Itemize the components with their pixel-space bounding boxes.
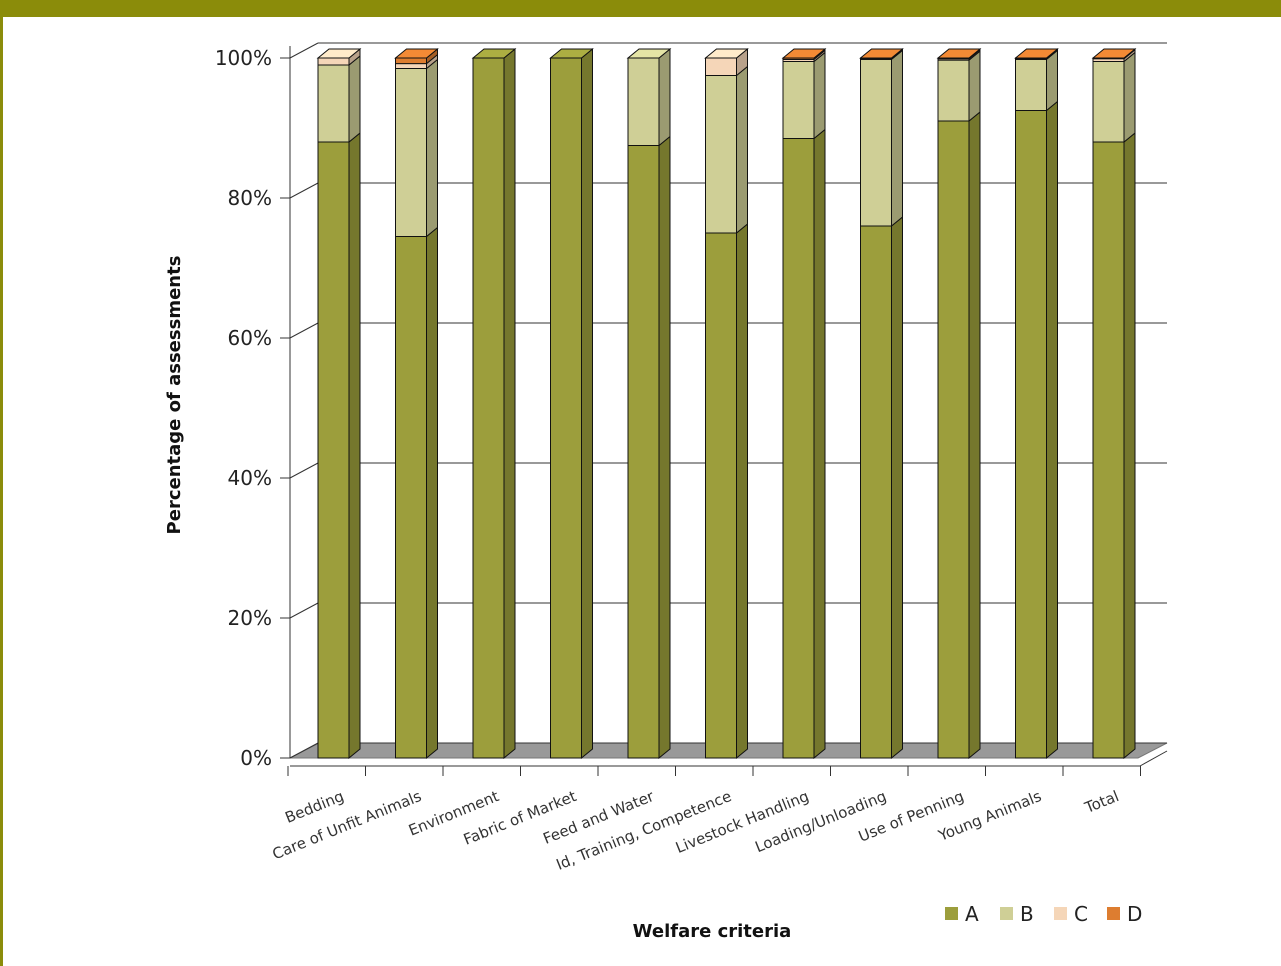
- bar-b-side: [1123, 51, 1136, 144]
- bar-a-side: [1123, 131, 1136, 760]
- legend-label-a: A: [965, 902, 979, 926]
- x-category-label: Total: [1081, 787, 1121, 817]
- y-tick-label: 20%: [228, 606, 272, 630]
- header-band: [0, 0, 1281, 17]
- bar-top-cap: [859, 48, 904, 59]
- x-category-label: Livestock Handling: [673, 787, 811, 857]
- legend-swatch-c: [1054, 907, 1067, 920]
- bar-b-front: [1015, 58, 1047, 111]
- bar-a-side: [348, 131, 361, 760]
- bar-group: [316, 47, 1137, 760]
- bar-b-front: [705, 75, 737, 234]
- bar-a-side: [581, 47, 593, 760]
- bar-a-front: [860, 225, 892, 759]
- bar-a-front: [1015, 110, 1047, 759]
- bar-top-cap: [936, 48, 982, 59]
- bar-b-side: [1046, 49, 1058, 112]
- bar-top-cap: [471, 48, 517, 59]
- bar-top-cap: [316, 48, 362, 59]
- bar-top-cap: [394, 48, 439, 59]
- bar-b-side: [658, 47, 671, 147]
- legend-swatch-d: [1107, 907, 1120, 920]
- y-tick-label: 100%: [215, 46, 272, 70]
- gridline-connector: [289, 322, 319, 339]
- y-tick-label: 0%: [240, 746, 272, 770]
- bar-b-front: [395, 68, 427, 237]
- bar-a-front: [395, 236, 427, 759]
- bar-c-front: [317, 57, 350, 66]
- bar-b-front: [937, 59, 970, 122]
- bar-b-side: [968, 50, 981, 123]
- bar-a-front: [550, 57, 582, 759]
- bar-b-side: [891, 49, 903, 228]
- bar-a-side: [658, 135, 671, 760]
- bar-a-side: [813, 128, 826, 760]
- x-axis-depth-line: [1139, 750, 1168, 767]
- left-border: [0, 0, 3, 966]
- bar-c-front: [705, 57, 737, 76]
- bar-a-side: [1046, 100, 1058, 760]
- y-axis-title: Percentage of assessments: [164, 256, 185, 535]
- bar-a-side: [891, 215, 903, 760]
- y-tick-label: 60%: [228, 326, 272, 350]
- bar-a-side: [968, 110, 981, 760]
- bar-a-side: [426, 226, 438, 760]
- bar-b-front: [317, 64, 350, 143]
- bar-a-front: [627, 145, 660, 759]
- y-tick-label: 80%: [228, 186, 272, 210]
- bar-a-side: [736, 222, 748, 760]
- legend-label-d: D: [1127, 902, 1142, 926]
- gridline-connector: [289, 742, 319, 759]
- bar-a-front: [472, 57, 505, 759]
- bar-a-front: [937, 120, 970, 759]
- legend-swatch-a: [945, 907, 958, 920]
- bar-b-side: [736, 65, 748, 235]
- gridline-connector: [289, 182, 319, 199]
- bar-top-cap: [626, 48, 672, 59]
- gridline-connector: [289, 462, 319, 479]
- x-category-label: Loading/Unloading: [752, 787, 889, 856]
- bar-a-front: [705, 232, 737, 759]
- legend-label-c: C: [1074, 902, 1088, 926]
- bar-top-cap: [704, 48, 749, 59]
- bar-top-cap: [1014, 48, 1059, 59]
- bar-top-cap: [1091, 48, 1137, 59]
- bar-d-front: [395, 57, 427, 65]
- y-tick-label: 40%: [228, 466, 272, 490]
- bar-b-front: [1092, 61, 1125, 143]
- bar-b-side: [348, 54, 361, 144]
- bar-a-front: [317, 141, 350, 759]
- bar-c-front: [395, 63, 427, 69]
- bar-b-side: [426, 58, 438, 238]
- legend-group: A B C D: [945, 902, 1142, 926]
- legend-label-b: B: [1020, 902, 1034, 926]
- legend-swatch-b: [1000, 907, 1013, 920]
- gridline-connector: [289, 42, 319, 59]
- bar-a-front: [782, 138, 815, 759]
- bar-a-side: [503, 47, 516, 760]
- bar-b-front: [627, 57, 660, 146]
- bar-b-side: [813, 51, 826, 140]
- bar-b-front: [860, 58, 892, 227]
- bar-a-front: [1092, 141, 1125, 759]
- axis-group: [280, 46, 1168, 776]
- bar-b-front: [782, 61, 815, 139]
- bar-top-cap: [549, 48, 594, 59]
- bar-top-cap: [781, 48, 827, 59]
- x-axis-title: Welfare criteria: [633, 921, 792, 942]
- gridline-connector: [289, 602, 319, 619]
